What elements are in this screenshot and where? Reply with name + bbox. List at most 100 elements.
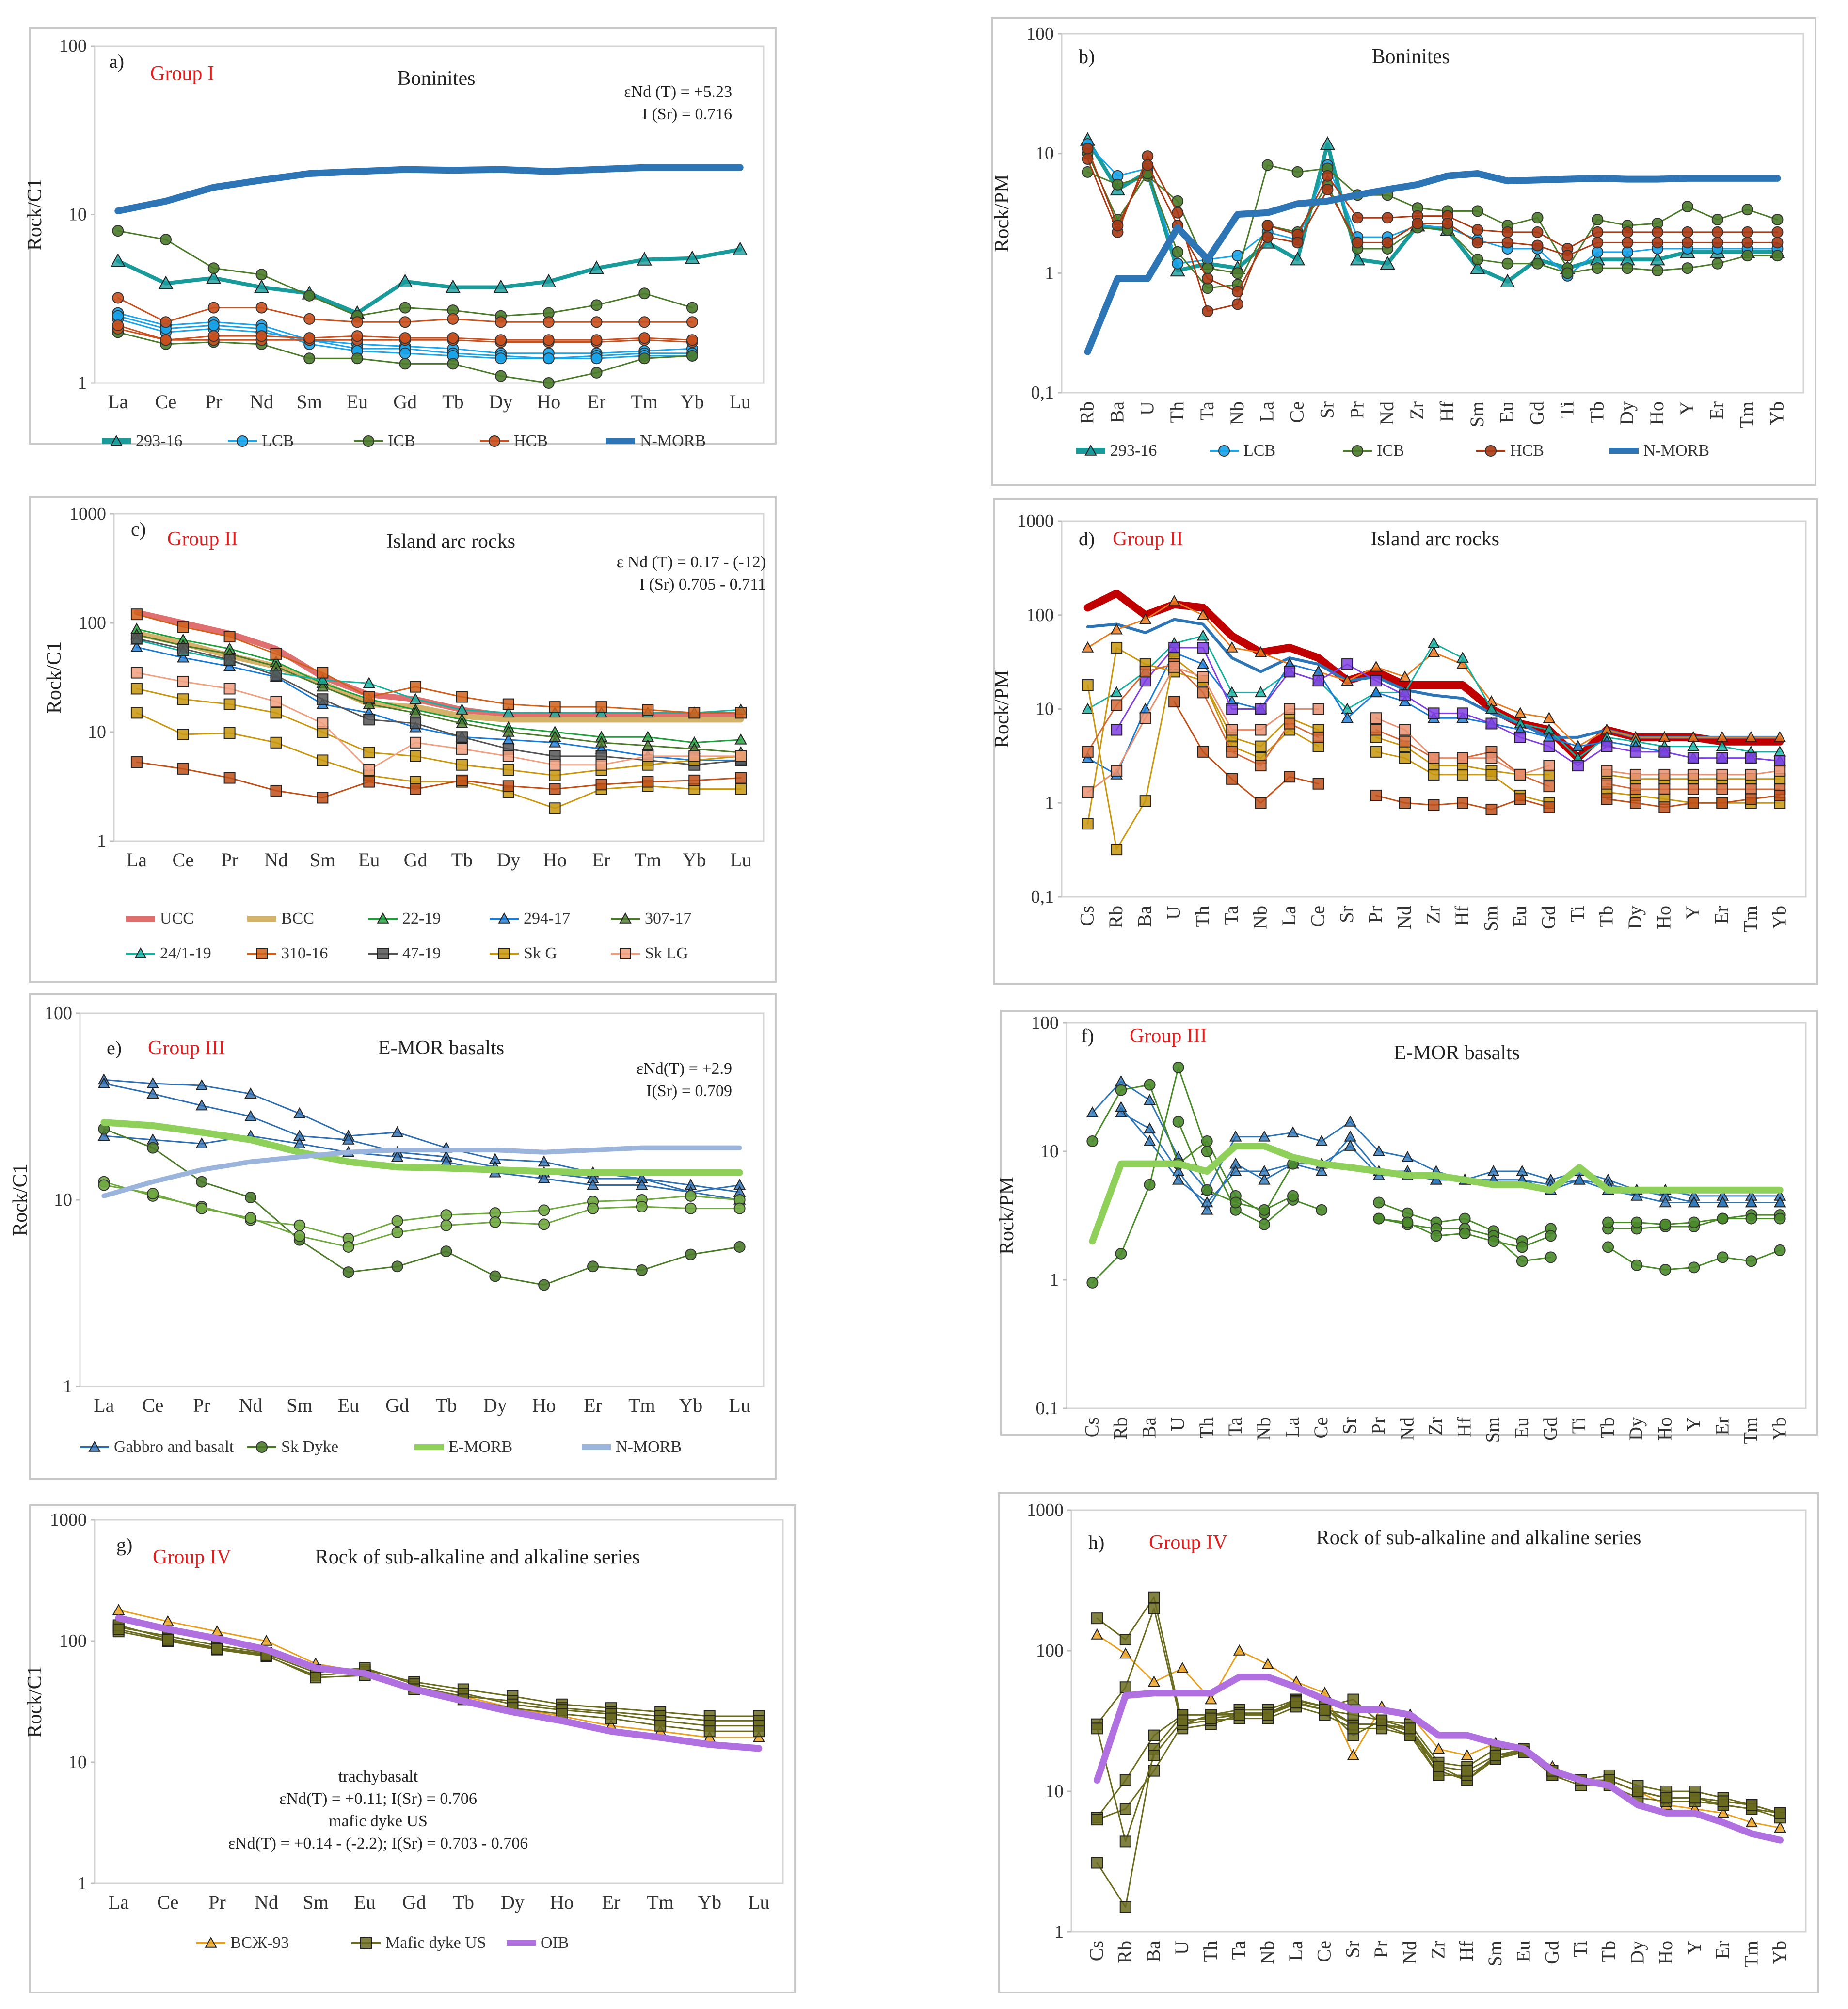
data-point — [1226, 773, 1238, 785]
data-point — [207, 262, 220, 274]
x-tick-label: Er — [592, 849, 611, 871]
data-point — [1261, 1658, 1274, 1669]
data-point — [1741, 204, 1753, 216]
data-point — [1561, 250, 1574, 262]
data-point — [130, 707, 143, 719]
annotation: I (Sr) 0.705 - 0.711 — [639, 575, 766, 593]
x-tick-label: Lu — [729, 391, 750, 413]
x-tick-label: Er — [1706, 401, 1728, 420]
data-point — [1745, 783, 1757, 795]
data-point — [1514, 768, 1526, 781]
data-point — [1119, 1803, 1131, 1815]
panel-letter: b) — [1079, 46, 1095, 67]
data-point — [1147, 1675, 1161, 1687]
data-point — [391, 1150, 404, 1162]
series-line — [136, 634, 742, 753]
data-point — [1201, 1184, 1213, 1196]
legend-marker — [88, 1440, 101, 1452]
data-point — [1142, 159, 1154, 171]
data-point — [1485, 702, 1498, 714]
data-point — [703, 1725, 716, 1738]
legend-label: 294-17 — [524, 909, 570, 927]
data-point — [1119, 1835, 1131, 1848]
data-point — [542, 352, 555, 365]
data-point — [1681, 262, 1693, 274]
data-point — [538, 1172, 550, 1183]
x-tick-label: Ho — [537, 391, 560, 413]
data-point — [160, 234, 172, 246]
data-point — [1601, 793, 1613, 805]
data-point — [1112, 220, 1124, 232]
group-label: Group IV — [153, 1546, 231, 1568]
x-tick-label: Dy — [1626, 1941, 1648, 1964]
x-tick-label: Hf — [1453, 1417, 1475, 1437]
legend-entry: 293-16 — [102, 432, 182, 450]
data-point — [1601, 740, 1613, 752]
data-point — [1291, 237, 1304, 249]
chart-panel-c: 1 10 100 1000 La Ce Pr Nd Sm Eu Gd Tb Dy Ho Er Tm Yb Lu Ro… — [29, 496, 777, 983]
data-point — [1233, 1709, 1245, 1721]
y-tick-label: 100 — [59, 1631, 87, 1651]
data-point — [1629, 746, 1641, 758]
data-point — [548, 736, 561, 748]
data-point — [399, 316, 411, 328]
panel-letter: f) — [1081, 1025, 1094, 1047]
y-tick-label: 1 — [78, 373, 87, 393]
data-point — [1284, 703, 1296, 715]
data-point — [1168, 595, 1180, 606]
series-line — [114, 164, 744, 215]
panel-frame — [991, 17, 1816, 486]
data-point — [1139, 795, 1151, 807]
data-point — [1774, 755, 1786, 767]
data-point — [1572, 740, 1584, 751]
data-point — [638, 316, 651, 328]
legend-marker — [360, 1937, 372, 1949]
data-point — [1139, 712, 1151, 724]
x-tick-label: Sr — [1336, 906, 1357, 923]
chart-panel-b: 0,1 1 10 100 Rb Ba U Th Ta Nb La Ce Sr Pr Nd Zr Hf Sm Eu Gd… — [991, 17, 1816, 486]
data-point — [590, 316, 603, 328]
data-point — [410, 681, 422, 693]
legend-entry: LCB — [1210, 442, 1275, 460]
data-point — [1086, 1276, 1099, 1289]
data-point — [440, 1245, 452, 1258]
legend-entry: N-MORB — [606, 432, 706, 450]
data-point — [244, 1087, 257, 1099]
x-tick-label: Rb — [1109, 1417, 1131, 1440]
series-unnamed-5 — [1111, 641, 1786, 772]
series-line — [133, 630, 744, 723]
legend-label: HCB — [514, 432, 548, 450]
legend-entry: ICB — [1343, 442, 1404, 460]
data-point — [1745, 793, 1757, 805]
x-tick-label: Nd — [250, 391, 273, 413]
series-N-MORB — [1084, 170, 1781, 355]
data-point — [1119, 1774, 1131, 1786]
x-tick-label: Tm — [635, 849, 662, 871]
data-point — [409, 693, 422, 704]
data-point — [147, 1188, 159, 1200]
data-point — [1229, 1164, 1242, 1176]
x-tick-label: Ba — [1134, 906, 1156, 927]
data-point — [293, 1219, 305, 1231]
data-point — [1471, 205, 1483, 217]
series-HCB — [112, 292, 698, 328]
legend-label: N-MORB — [640, 432, 706, 450]
data-point — [1168, 661, 1180, 673]
data-point — [391, 1215, 403, 1227]
legend-marker — [256, 1441, 268, 1453]
panel-letter: a) — [109, 50, 124, 72]
x-tick-label: Tb — [442, 391, 463, 413]
data-point — [1545, 1230, 1557, 1242]
data-point — [1341, 712, 1354, 723]
series-unnamed-4 — [112, 225, 698, 322]
legend-marker — [134, 947, 147, 958]
x-tick-label: Hf — [1455, 1940, 1477, 1961]
data-point — [1373, 1212, 1385, 1225]
x-tick-label: Dy — [501, 1891, 525, 1913]
series-Sk Dyke — [98, 1123, 746, 1291]
data-point — [1082, 679, 1094, 691]
legend-entry: 307-17 — [611, 909, 691, 927]
data-point — [351, 316, 363, 328]
x-tick-label: Y — [1683, 1941, 1705, 1955]
data-point — [1716, 740, 1729, 751]
